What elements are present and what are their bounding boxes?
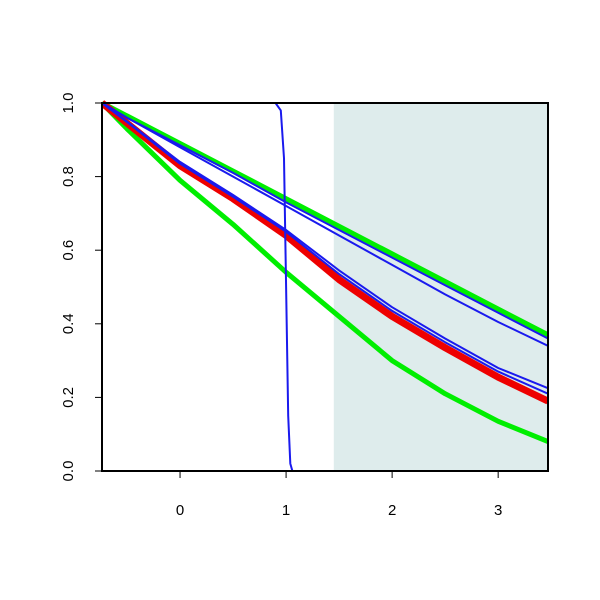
y-tick-label: 0.2 (60, 387, 77, 408)
line (102, 102, 548, 395)
line (102, 100, 548, 338)
line (102, 102, 548, 347)
line (102, 102, 548, 471)
y-tick-label: 0.8 (60, 166, 77, 187)
y-tick-label: 0.0 (60, 461, 77, 482)
line (102, 101, 548, 444)
shaded-region (333, 103, 548, 471)
plot-frame (101, 102, 549, 472)
x-tick-label: 1 (282, 502, 290, 519)
x-tick-label: 2 (388, 502, 396, 519)
y-tick-label: 0.6 (60, 240, 77, 261)
y-tick-label: 0.4 (60, 313, 77, 334)
line (102, 100, 548, 405)
x-tick-label: 0 (176, 502, 184, 519)
x-tick-label: 3 (494, 502, 502, 519)
y-tick-label: 1.0 (60, 93, 77, 114)
